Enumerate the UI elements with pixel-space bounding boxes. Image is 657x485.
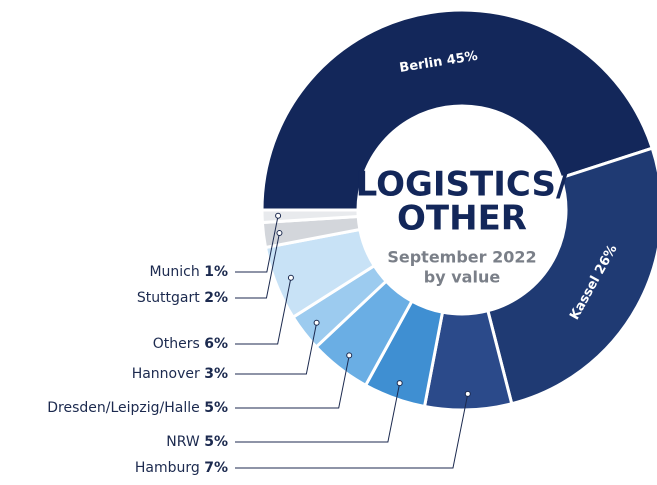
leader-line: [235, 277, 292, 345]
category-label: Others: [153, 336, 200, 352]
value-label: 5%: [204, 434, 228, 450]
category-label: Dresden/Leipzig/Halle: [47, 400, 200, 416]
donut-segment: [260, 8, 655, 212]
leader-dot: [464, 390, 471, 397]
donut-segment: [260, 208, 360, 225]
side-label: Others 6%: [153, 336, 228, 352]
leader-dot: [346, 352, 353, 359]
value-label: 7%: [204, 460, 228, 476]
leader-line: [235, 322, 318, 375]
category-label: Stuttgart: [137, 290, 200, 306]
category-label: NRW: [166, 434, 200, 450]
side-label: Munich 1%: [149, 264, 228, 280]
leader-dot: [396, 380, 403, 387]
category-label: Hannover: [132, 366, 200, 382]
leader-dot: [275, 212, 282, 219]
category-label: Munich: [149, 264, 199, 280]
value-label: 5%: [204, 400, 228, 416]
value-label: 3%: [204, 366, 228, 382]
leader-dot: [313, 319, 320, 326]
value-label: 1%: [204, 264, 228, 280]
category-label: Berlin: [398, 54, 443, 76]
value-label: 2%: [204, 290, 228, 306]
leader-dot: [276, 230, 283, 237]
donut-segment: [486, 146, 657, 406]
side-label: Hannover 3%: [132, 366, 228, 382]
subtitle: by value: [424, 268, 501, 287]
side-label: Hamburg 7%: [135, 460, 228, 476]
category-label: Hamburg: [135, 460, 200, 476]
leader-line: [235, 355, 350, 409]
side-label: Dresden/Leipzig/Halle 5%: [47, 400, 228, 416]
leader-line: [235, 232, 280, 299]
segment-label: Berlin 45%: [398, 48, 478, 75]
value-label: 45%: [446, 48, 479, 68]
leader-line: [235, 393, 469, 469]
leader-line: [235, 383, 401, 443]
subtitle: September 2022: [387, 248, 536, 267]
value-label: 6%: [204, 336, 228, 352]
side-label: NRW 5%: [166, 434, 228, 450]
side-label: Stuttgart 2%: [137, 290, 228, 306]
chart-title: OTHER: [397, 199, 527, 239]
chart-title: LOGISTICS/: [356, 165, 569, 205]
leader-line: [235, 215, 279, 273]
leader-dot: [287, 274, 294, 281]
